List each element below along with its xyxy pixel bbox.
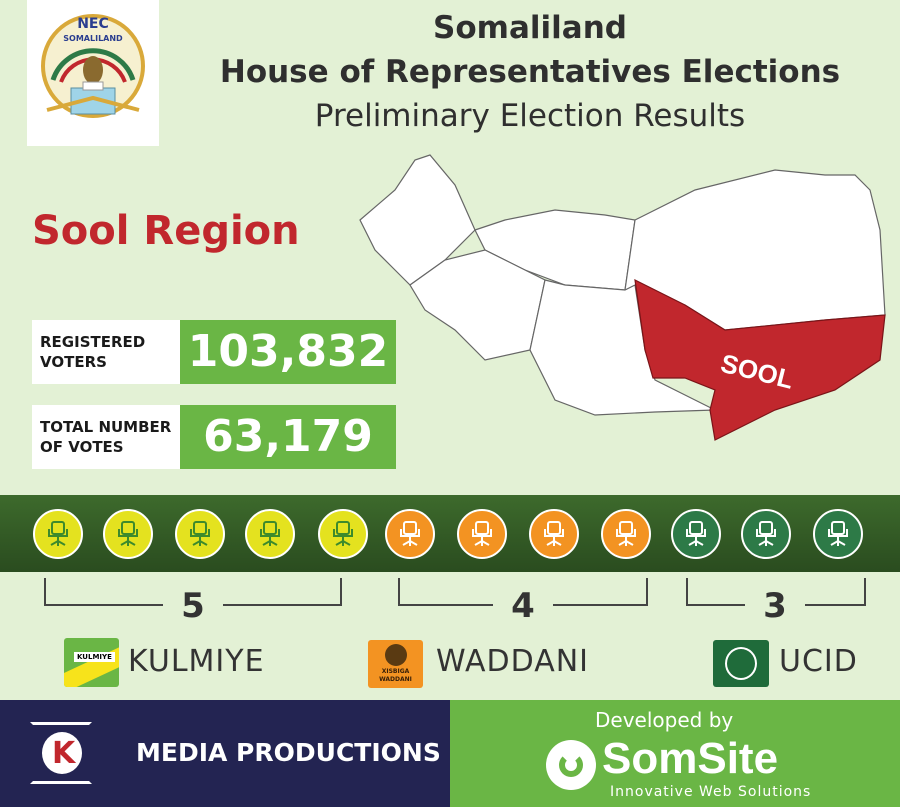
media-productions-label: MEDIA PRODUCTIONS [136, 738, 441, 767]
logo-stripe [64, 643, 119, 687]
kulmiye-seat-count: 5 [163, 586, 223, 626]
somsite-logo-icon [546, 740, 596, 790]
registered-voters-value: 103,832 [180, 320, 396, 384]
registered-voters-label: REGISTERED VOTERS [32, 320, 180, 384]
waddani-emblem-icon [385, 644, 407, 666]
party-kulmiye: KULMIYE [128, 644, 265, 679]
waddani-seat-count: 4 [493, 586, 553, 626]
map-region-sool [634, 278, 886, 441]
media-logo-icon [42, 732, 82, 774]
logo-line: XISBIGA [381, 668, 410, 675]
label-line: VOTERS [40, 353, 107, 371]
map-region-central [529, 279, 716, 416]
ucid-logo [713, 640, 769, 687]
ucid-seat-count: 3 [745, 586, 805, 626]
waddani-logo-text: XISBIGA WADDANI [368, 668, 423, 684]
kulmiye-logo-text: KULMIYE [74, 652, 115, 662]
party-ucid: UCID [779, 644, 858, 679]
seat-band [0, 495, 900, 572]
logo-nec-text: NEC [77, 16, 109, 32]
logo-line: WADDANI [379, 676, 412, 683]
somsite-tagline: Innovative Web Solutions [610, 784, 812, 800]
media-logo-mark-icon: K [52, 736, 76, 771]
total-votes-value: 63,179 [180, 405, 396, 469]
kulmiye-logo: KULMIYE [64, 638, 119, 687]
developed-by-caption: Developed by [595, 708, 734, 732]
title-election: House of Representatives Elections [219, 54, 841, 90]
somsite-swirl-icon [559, 753, 583, 777]
label-line: OF VOTES [40, 438, 124, 456]
label-line: REGISTERED [40, 333, 146, 351]
media-frame-icon [30, 722, 92, 784]
somsite-brand: SomSite [602, 734, 779, 783]
party-waddani: WADDANI [436, 644, 590, 679]
ucid-emblem-icon [725, 647, 757, 680]
footer-media: K MEDIA PRODUCTIONS [0, 700, 450, 807]
total-votes-label: TOTAL NUMBER OF VOTES [32, 405, 180, 469]
logo-arc-text: SOMALILAND [63, 34, 123, 43]
title-country: Somaliland [433, 10, 627, 46]
region-heading: Sool Region [32, 208, 300, 254]
subtitle: Preliminary Election Results [314, 98, 746, 134]
nec-logo: NEC SOMALILAND [27, 0, 159, 146]
label-line: TOTAL NUMBER [40, 418, 172, 436]
footer-developer: Developed by SomSite Innovative Web Solu… [450, 700, 900, 807]
region-map: SOOL [359, 154, 886, 441]
nec-emblem-icon [41, 14, 145, 118]
waddani-logo: XISBIGA WADDANI [368, 640, 423, 688]
